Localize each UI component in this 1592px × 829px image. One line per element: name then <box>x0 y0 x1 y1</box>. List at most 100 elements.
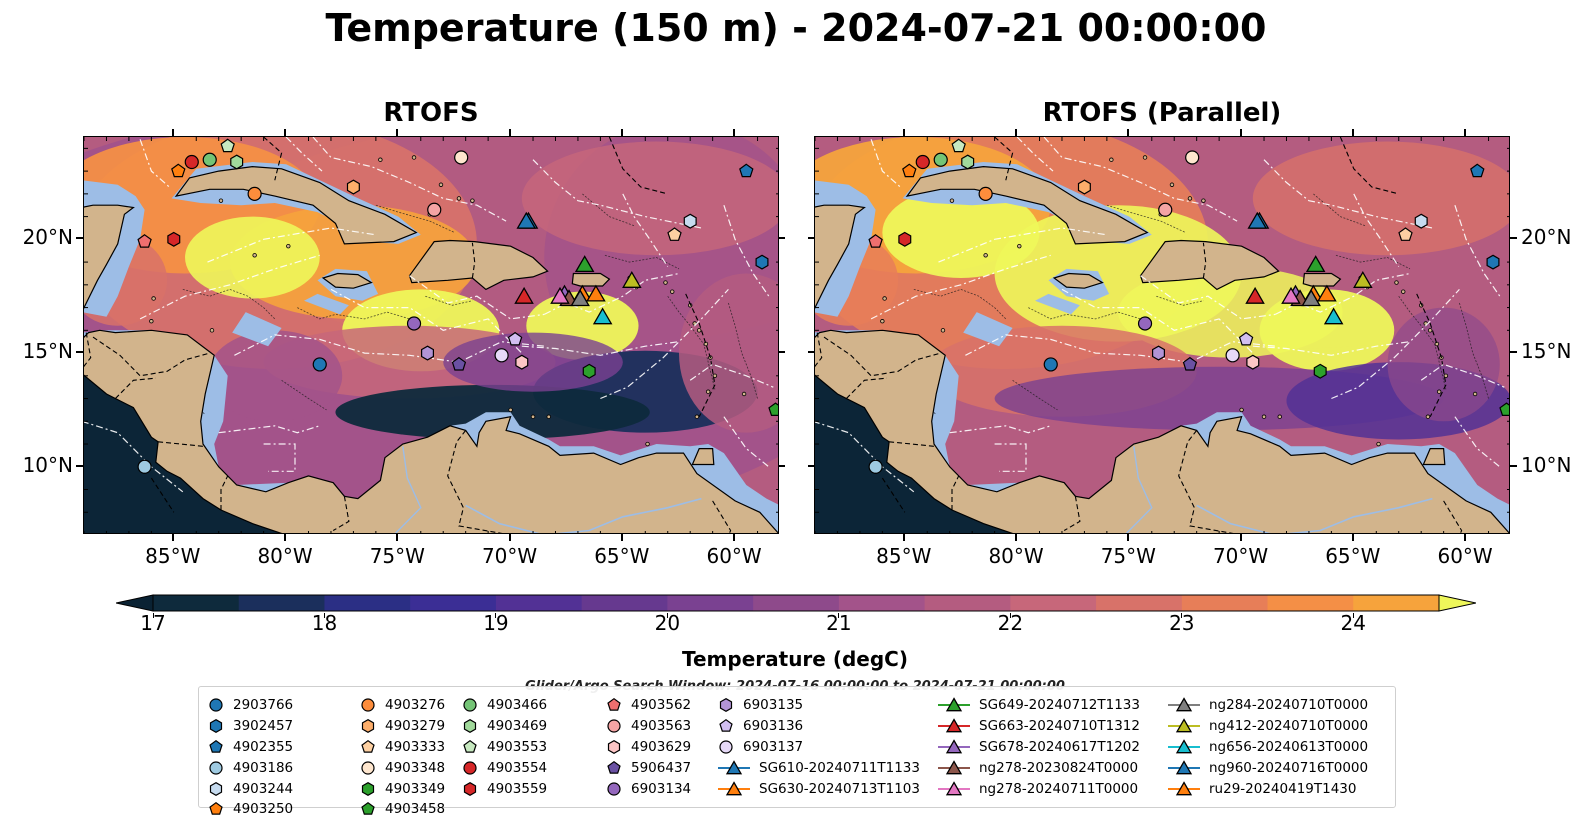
legend-label: 4903279 <box>385 718 446 735</box>
colorbar-tick-mark <box>1181 613 1183 618</box>
legend-label: 4903349 <box>385 780 446 797</box>
tick-mark <box>76 464 83 467</box>
legend-label: 6903135 <box>743 697 804 714</box>
legend-item: SG678-20240617T1202 <box>937 737 1140 758</box>
legend-item: 4903466 <box>461 695 547 716</box>
colorbar-bin <box>838 595 926 611</box>
legend-item: SG630-20240713T1103 <box>717 778 920 799</box>
argo-marker-6903137 <box>494 348 509 363</box>
colorbar-bin <box>410 595 497 611</box>
glider-marker-SG649-20240712T1133 <box>1305 255 1326 273</box>
argo-marker-6903136 <box>507 331 523 346</box>
argo-marker-4903563 <box>427 202 442 217</box>
argo-marker-4903244 <box>683 213 697 229</box>
glider-marker-ng412-20240710T0000 <box>1353 270 1373 288</box>
legend-marker <box>463 761 477 775</box>
legend-item: ng412-20240710T0000 <box>1167 716 1368 737</box>
colorbar-tick-label: 19 <box>483 611 509 635</box>
glider-marker-SG663-20240710T1312 <box>1245 286 1265 304</box>
legend-column: 4903466 4903469 4903553 4903554 4903559 <box>461 695 547 799</box>
tick-mark <box>1464 129 1467 136</box>
tick-mark <box>1510 351 1517 354</box>
legend-column: SG649-20240712T1133 SG663-20240710T1312 SG… <box>937 695 1140 799</box>
legend-marker <box>719 719 733 732</box>
glider-marker-SG649-20240712T1133 <box>574 255 595 273</box>
argo-marker-4903466 <box>933 152 948 167</box>
tick-mark <box>1351 129 1354 136</box>
legend-label: SG610-20240711T1133 <box>759 759 920 776</box>
legend: 2903766 3902457 4902355 4903186 4903244 49032… <box>198 686 1396 817</box>
argo-marker-6903134 <box>1137 316 1153 331</box>
legend-marker <box>607 719 621 733</box>
argo-marker-4903276 <box>247 186 262 201</box>
y-tick-label-right: 15°N <box>1521 339 1572 364</box>
colorbar-bin <box>1181 595 1269 611</box>
legend-label: 4903458 <box>385 801 446 818</box>
tick-mark <box>620 534 623 541</box>
legend-symbol <box>361 761 375 775</box>
argo-marker-4903333 <box>667 227 682 241</box>
colorbar-bin <box>581 595 668 611</box>
colorbar-tick-label: 22 <box>997 611 1024 635</box>
tick-mark <box>284 129 287 136</box>
legend-item: 4902355 <box>207 737 293 758</box>
argo-marker-4903333 <box>1398 227 1413 241</box>
legend-symbol <box>725 780 743 795</box>
legend-item: SG610-20240711T1133 <box>717 757 920 778</box>
colorbar-bin <box>1010 595 1097 611</box>
legend-column: 6903135 6903136 6903137 SG610-20240711T1133… <box>717 695 920 799</box>
argo-marker-4903348 <box>454 150 469 165</box>
argo-marker-6903136 <box>1238 331 1254 346</box>
argo-marker-3902457 <box>1486 254 1500 270</box>
argo-marker-4903629 <box>1246 354 1260 370</box>
x-tick-label: 80°W <box>988 544 1044 568</box>
argo-marker-4903563 <box>1158 202 1173 217</box>
legend-marker <box>938 697 970 712</box>
colorbar-bin <box>1267 595 1354 611</box>
legend-marker <box>938 759 970 775</box>
x-tick-label: 80°W <box>257 544 313 568</box>
colorbar-bin <box>753 595 840 611</box>
tick-mark <box>808 464 814 467</box>
tick-mark <box>396 534 399 541</box>
legend-symbol <box>945 759 963 775</box>
legend-symbol <box>1175 739 1193 754</box>
tick-mark <box>620 129 623 136</box>
legend-label: 4903562 <box>631 697 692 714</box>
legend-item: 4903250 <box>207 799 293 820</box>
legend-marker <box>209 698 223 712</box>
argo-marker-5906437 <box>451 356 467 371</box>
legend-symbol <box>1175 759 1193 775</box>
tick-mark <box>1127 129 1130 136</box>
legend-symbol <box>719 698 733 713</box>
legend-label: ng960-20240716T0000 <box>1209 759 1369 776</box>
argo-marker-4903553 <box>220 138 235 153</box>
legend-label: 6903136 <box>743 718 804 735</box>
y-tick-label-left: 20°N <box>22 225 73 250</box>
x-tick-label: 70°W <box>1212 544 1269 568</box>
legend-symbol <box>1175 697 1193 712</box>
glider-marker-ng412-20240710T0000 <box>622 270 642 288</box>
argo-marker-4903458 <box>768 402 778 416</box>
legend-marker <box>1168 759 1200 775</box>
argo-marker-4903469 <box>961 154 975 170</box>
legend-symbol <box>1175 780 1193 795</box>
legend-symbol <box>209 781 223 796</box>
legend-symbol <box>725 759 743 775</box>
map-panel-rtofs <box>83 136 779 534</box>
glider-marker-ng960-20240716T0000 <box>516 211 537 229</box>
legend-marker <box>209 719 223 734</box>
argo-marker-3902457 <box>755 254 769 270</box>
legend-marker <box>463 739 477 753</box>
legend-item: 6903136 <box>717 716 920 737</box>
legend-label: 4903186 <box>233 759 294 776</box>
legend-symbol <box>607 698 621 712</box>
tick-mark <box>779 237 785 240</box>
legend-label: 4902355 <box>233 738 294 755</box>
legend-marker <box>1168 739 1200 754</box>
argo-marker-4903279 <box>1077 179 1091 195</box>
legend-symbol <box>463 781 477 796</box>
x-tick-label: 60°W <box>1437 544 1493 568</box>
legend-item: 4903186 <box>207 757 293 778</box>
tick-mark <box>508 534 511 541</box>
